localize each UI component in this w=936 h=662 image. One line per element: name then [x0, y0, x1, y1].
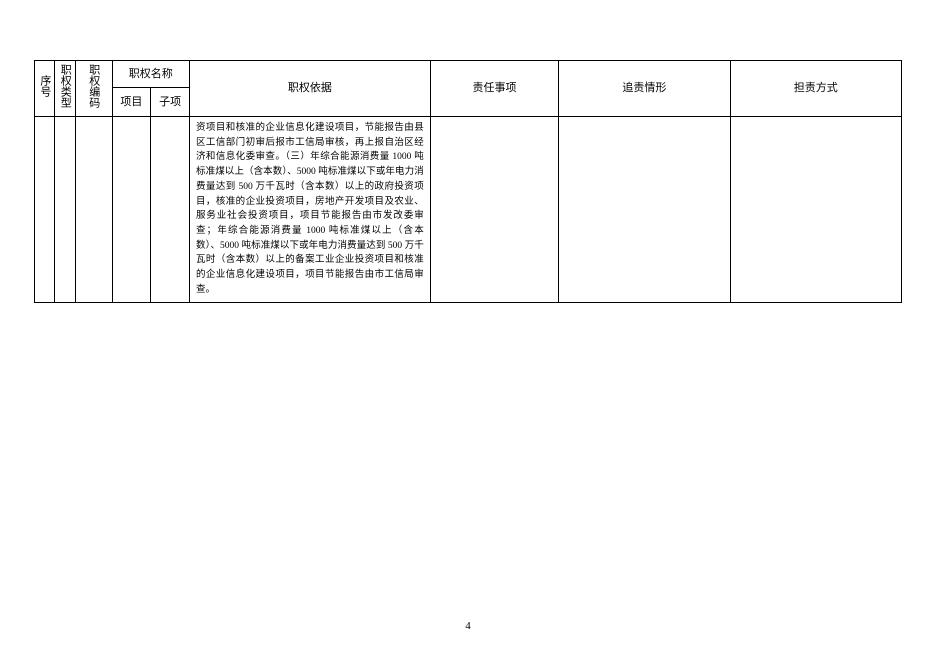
- col-header-duty: 责任事项: [430, 61, 559, 117]
- col-header-basis: 职权依据: [190, 61, 431, 117]
- col-header-code-label: 职权编码: [86, 64, 100, 108]
- cell-type: [55, 117, 75, 303]
- cell-liability: [730, 117, 901, 303]
- cell-duty: [430, 117, 559, 303]
- col-header-name-group: 职权名称: [112, 61, 190, 88]
- cell-seq: [35, 117, 55, 303]
- cell-accountability: [559, 117, 730, 303]
- col-header-seq-label: 序号: [38, 75, 52, 97]
- col-header-project: 项目: [112, 88, 151, 117]
- cell-basis: 资项目和核准的企业信息化建设项目，节能报告由县区工信部门初审后报市工信局审核，再…: [190, 117, 431, 303]
- table-header: 序号 职权类型 职权编码 职权名称 职权依据 责任事项 追责情形 担责方式 项目…: [35, 61, 902, 117]
- col-header-type: 职权类型: [55, 61, 75, 117]
- col-header-subitem: 子项: [151, 88, 190, 117]
- table-row: 资项目和核准的企业信息化建设项目，节能报告由县区工信部门初审后报市工信局审核，再…: [35, 117, 902, 303]
- cell-project: [112, 117, 151, 303]
- col-header-code: 职权编码: [75, 61, 112, 117]
- cell-subitem: [151, 117, 190, 303]
- col-header-accountability: 追责情形: [559, 61, 730, 117]
- cell-code: [75, 117, 112, 303]
- col-header-liability: 担责方式: [730, 61, 901, 117]
- col-header-seq: 序号: [35, 61, 55, 117]
- authority-table: 序号 职权类型 职权编码 职权名称 职权依据 责任事项 追责情形 担责方式 项目…: [34, 60, 902, 303]
- document-page: 序号 职权类型 职权编码 职权名称 职权依据 责任事项 追责情形 担责方式 项目…: [0, 0, 936, 662]
- col-header-type-label: 职权类型: [58, 64, 72, 108]
- table-body: 资项目和核准的企业信息化建设项目，节能报告由县区工信部门初审后报市工信局审核，再…: [35, 117, 902, 303]
- page-number: 4: [0, 620, 936, 632]
